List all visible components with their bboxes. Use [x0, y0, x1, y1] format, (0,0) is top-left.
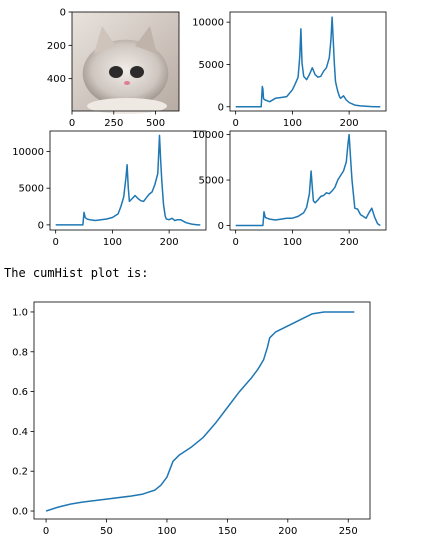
x-tick-label: 250 — [104, 118, 123, 129]
cat-paws — [87, 98, 167, 114]
y-tick-label: 10000 — [192, 18, 224, 29]
cat-nose — [124, 81, 130, 85]
image-frame — [71, 11, 180, 112]
y-tick-label: 0 — [38, 220, 44, 231]
cat-ear-right — [135, 26, 157, 54]
y-tick-label: 0.4 — [12, 427, 28, 438]
x-tick-label: 500 — [146, 118, 165, 129]
histogram-middle-right: 0 100 200 0 5000 10000 — [192, 130, 387, 248]
caption-text: The cumHist plot is: — [4, 266, 149, 280]
x-tick-label: 250 — [339, 526, 358, 537]
histogram-top-right: 0 100 200 0 5000 10000 — [192, 11, 387, 129]
x-tick-label: 100 — [283, 118, 302, 129]
x-tick-label: 200 — [340, 118, 359, 129]
y-tick-label: 0.8 — [12, 347, 28, 358]
y-tick-label: 0 — [218, 221, 224, 232]
x-tick-label: 200 — [340, 237, 359, 248]
x-tick-label: 150 — [218, 526, 237, 537]
x-tick-label: 50 — [100, 526, 113, 537]
cumhist-chart: 0 50 100 150 200 250 0.0 0.2 0.4 0.6 0.8 1.0 — [12, 301, 371, 537]
x-tick-label: 0 — [232, 118, 238, 129]
x-tick-label: 0 — [69, 118, 75, 129]
x-tick-label: 0 — [52, 237, 58, 248]
series-line — [235, 133, 381, 227]
x-tick-label: 200 — [278, 526, 297, 537]
y-tick-label: 400 — [47, 74, 66, 85]
series-line — [55, 134, 201, 226]
y-tick-label: 0.0 — [12, 507, 28, 518]
series-line — [45, 311, 355, 512]
y-tick-label: 10000 — [12, 147, 44, 158]
image-panel: 0 250 500 0 200 400 — [47, 8, 180, 129]
series-line — [235, 16, 381, 108]
x-tick-label: 100 — [103, 237, 122, 248]
y-tick-label: 5000 — [199, 176, 224, 187]
y-tick-label: 0.2 — [12, 467, 28, 478]
y-tick-label: 1.0 — [12, 307, 28, 318]
x-tick-label: 0 — [232, 237, 238, 248]
y-tick-label: 5000 — [19, 184, 44, 195]
x-tick-label: 200 — [160, 237, 179, 248]
histogram-middle-left: 0 100 200 0 5000 10000 — [12, 130, 207, 248]
cat-ear-left — [94, 26, 116, 54]
plot-frame — [229, 11, 387, 112]
y-tick-label: 5000 — [199, 60, 224, 71]
cat-eye-right — [130, 66, 144, 78]
cat-eye-left — [109, 66, 123, 78]
y-tick-label: 0 — [60, 8, 66, 19]
plot-frame — [33, 301, 371, 520]
x-tick-label: 0 — [43, 526, 49, 537]
cat-head — [82, 39, 169, 108]
y-tick-label: 0.6 — [12, 387, 28, 398]
y-tick-label: 10000 — [192, 130, 224, 141]
y-tick-label: 0 — [218, 102, 224, 113]
y-tick-label: 200 — [47, 41, 66, 52]
x-tick-label: 100 — [157, 526, 176, 537]
x-tick-label: 100 — [283, 237, 302, 248]
